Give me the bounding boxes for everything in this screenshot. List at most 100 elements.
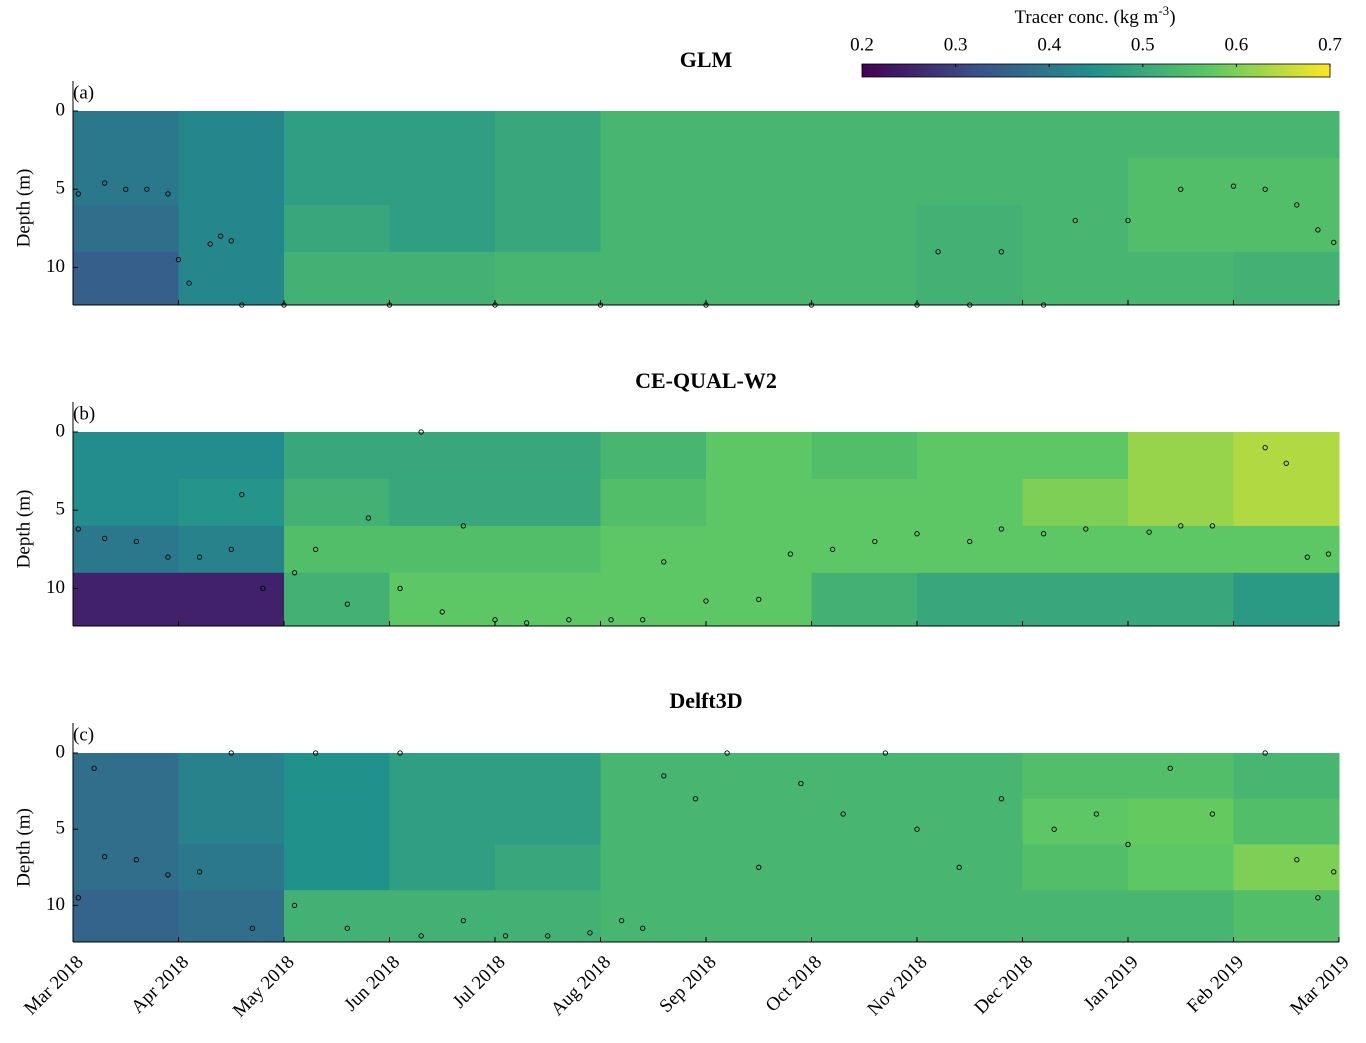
colorbar [861, 63, 1331, 78]
observation-point [102, 853, 108, 860]
observation-point [1262, 186, 1268, 192]
heatmap-cell [389, 157, 496, 206]
heatmap-cell [1022, 525, 1129, 574]
heatmap-cell [1022, 111, 1129, 159]
heatmap-cell [284, 111, 390, 159]
observation-point [829, 546, 836, 552]
heatmap-cell [600, 111, 707, 159]
heatmap-cell [811, 478, 918, 527]
observation-point [102, 180, 108, 186]
observation-point [502, 933, 509, 939]
heatmap-cell [1128, 204, 1234, 253]
heatmap-cell [178, 753, 285, 800]
observation-point [640, 617, 646, 623]
heatmap-cell [1233, 798, 1340, 845]
heatmap-cell [73, 204, 179, 253]
observation-point [460, 523, 466, 529]
heatmap-cell [1233, 157, 1340, 206]
heatmap-cell [1233, 204, 1340, 253]
heatmap-cell [811, 204, 918, 253]
heatmap-cell [1233, 890, 1340, 943]
heatmap-cell [1233, 432, 1340, 480]
heatmap-cell [811, 753, 918, 800]
heatmap-cell [178, 572, 285, 627]
observation-point [640, 925, 646, 931]
heatmap-cell [1022, 204, 1129, 253]
heatmap-cell [1022, 890, 1129, 943]
heatmap-cell [1022, 798, 1129, 845]
heatmap-cell [1128, 111, 1234, 159]
observation-point [133, 538, 139, 545]
heatmap-cell [284, 525, 390, 574]
heatmap-cell [284, 890, 390, 943]
colorbar-tick-label: 0.2 [850, 34, 874, 55]
heatmap-cell [495, 251, 601, 306]
chart-title: Delft3D [669, 688, 742, 713]
heatmap-cell [1128, 844, 1234, 891]
observation-point [344, 601, 350, 607]
heatmap-cell [811, 798, 918, 845]
heatmap-cell [178, 798, 285, 845]
heatmap-cell [73, 844, 179, 891]
observation-point [133, 857, 139, 863]
y-tick-label: 10 [46, 256, 65, 277]
heatmap-cell [495, 432, 601, 480]
y-axis-label: Depth (m) [13, 490, 34, 569]
observation-point [1093, 811, 1100, 817]
observation-point [608, 617, 614, 623]
heatmap-cell [600, 204, 707, 253]
heatmap-cell [284, 251, 390, 306]
heatmap-cell [389, 478, 496, 527]
heatmap-cell [178, 432, 285, 480]
heatmap-cell [1128, 890, 1234, 943]
observation-point [439, 609, 445, 615]
heatmap-cell [73, 798, 179, 845]
observation-point [1209, 811, 1216, 817]
heatmap-cell [706, 798, 812, 845]
heatmap-cell [284, 432, 390, 480]
heatmap-cell [73, 753, 179, 800]
heatmap-cell [73, 572, 179, 627]
heatmap-cell [917, 204, 1023, 253]
heatmap-cell [73, 111, 179, 159]
heatmap-cell [600, 572, 707, 627]
observation-point [545, 933, 551, 939]
heatmap-cell [389, 432, 496, 480]
observation-point [365, 515, 372, 521]
heatmap-cell [495, 525, 601, 574]
observation-point [703, 598, 709, 604]
heatmap-cell [600, 525, 707, 574]
heatmap-cell [811, 572, 918, 627]
heatmap-cell [600, 844, 707, 891]
heatmap-cell [1022, 572, 1129, 627]
observation-point [1178, 523, 1184, 529]
chart-title: CE-QUAL-W2 [635, 368, 777, 393]
heatmap-cell [1022, 157, 1129, 206]
heatmap-cell [495, 890, 601, 943]
observation-point [1294, 202, 1300, 208]
heatmap-cell [389, 753, 496, 800]
heatmap-cell [706, 111, 812, 159]
observation-point [1304, 554, 1311, 560]
heatmap-cell [495, 111, 601, 159]
observation-point [207, 241, 213, 247]
observation-point [587, 930, 593, 936]
heatmap-cell [917, 111, 1023, 159]
heatmap-cell [917, 525, 1023, 574]
heatmap-cell [284, 753, 390, 800]
panel-label: (c) [73, 724, 94, 745]
observation-point [228, 750, 234, 756]
observation-point [397, 750, 403, 756]
heatmap-cell [706, 572, 812, 627]
heatmap-cell [389, 204, 496, 253]
observation-point [291, 902, 298, 909]
heatmap-cell [1022, 478, 1129, 527]
observation-point [165, 191, 171, 197]
observation-point [1167, 765, 1173, 771]
heatmap-cell [178, 157, 285, 206]
observation-point [1209, 523, 1216, 529]
y-axis-label: Depth (m) [13, 808, 34, 887]
colorbar-label-part: Tracer conc. (kg m [1014, 7, 1158, 28]
observation-point [1262, 444, 1268, 451]
